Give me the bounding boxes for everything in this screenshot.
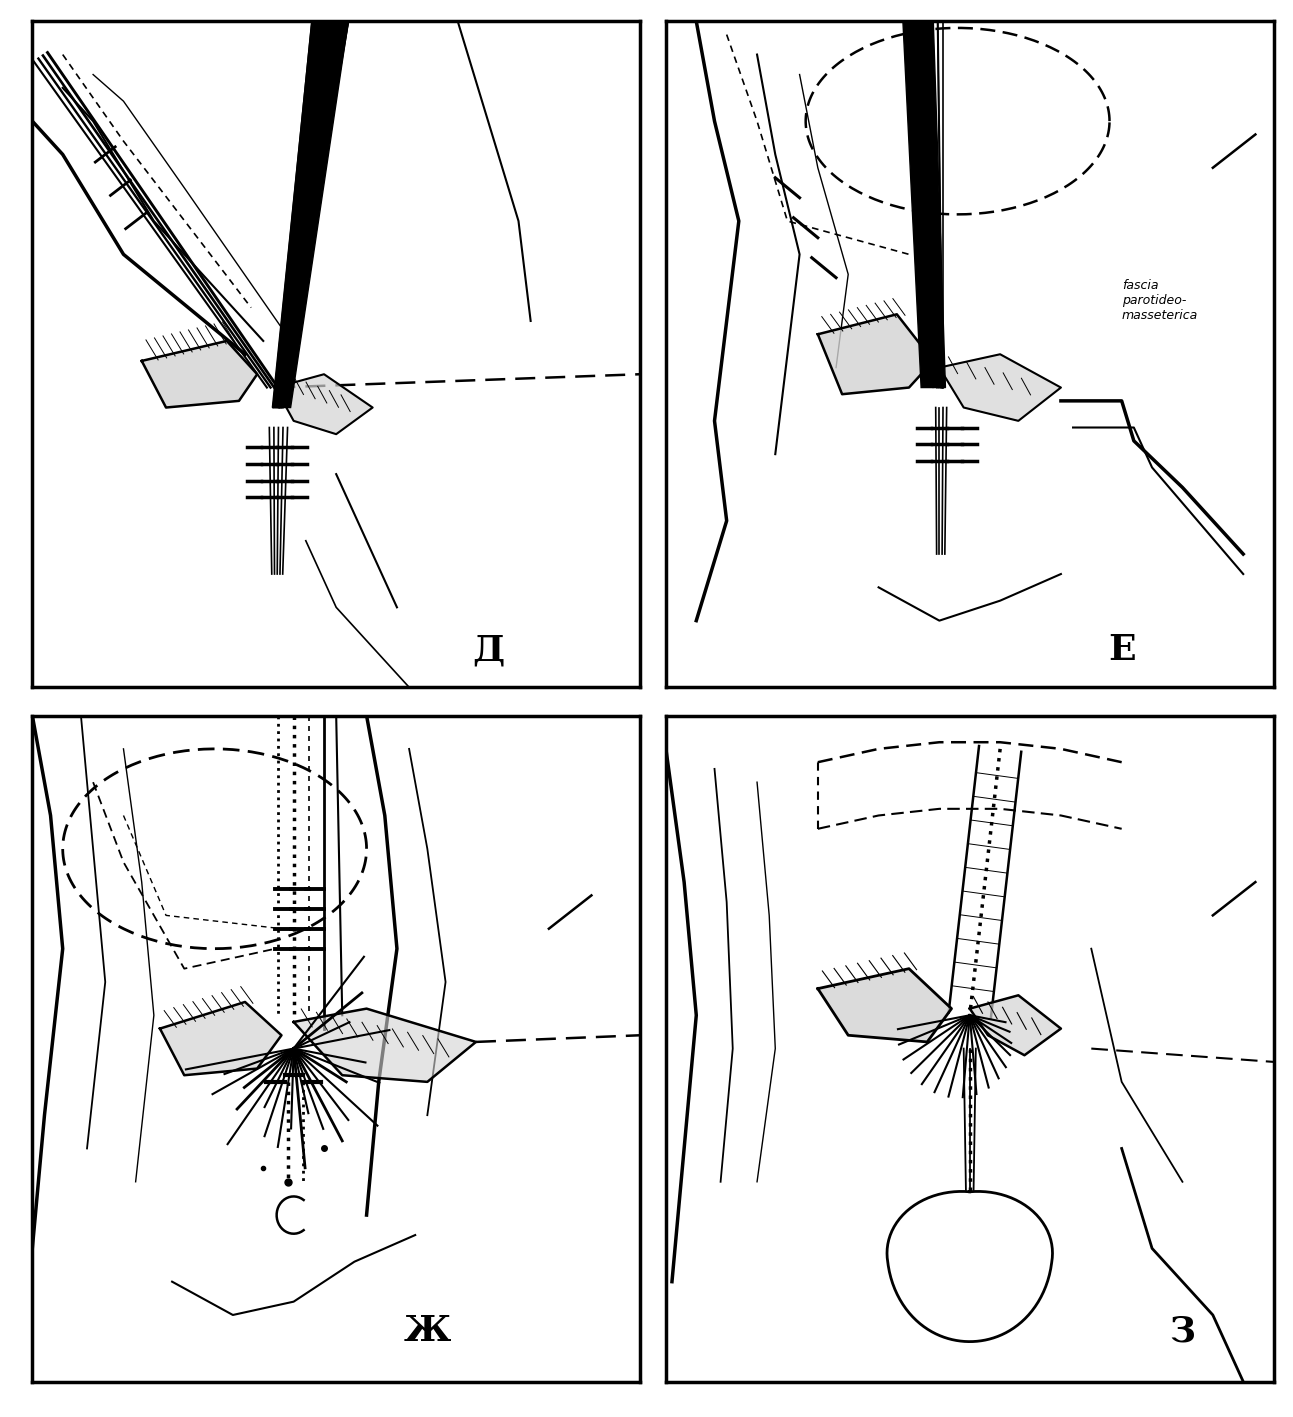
Text: Е: Е — [1108, 633, 1135, 667]
Polygon shape — [918, 21, 945, 387]
Polygon shape — [903, 21, 934, 387]
Polygon shape — [887, 1192, 1053, 1342]
Polygon shape — [160, 1002, 282, 1076]
Polygon shape — [142, 341, 257, 408]
Polygon shape — [818, 315, 934, 394]
Polygon shape — [275, 374, 372, 434]
Polygon shape — [294, 1009, 476, 1083]
Polygon shape — [939, 354, 1062, 421]
Polygon shape — [282, 21, 348, 408]
Polygon shape — [818, 969, 952, 1041]
Polygon shape — [970, 995, 1062, 1056]
Polygon shape — [273, 21, 330, 408]
Text: Д: Д — [472, 633, 504, 667]
Text: З: З — [1169, 1315, 1196, 1349]
Text: fascia
parotideo-
masseterica: fascia parotideo- masseterica — [1122, 279, 1197, 323]
Text: Ж: Ж — [403, 1315, 451, 1349]
